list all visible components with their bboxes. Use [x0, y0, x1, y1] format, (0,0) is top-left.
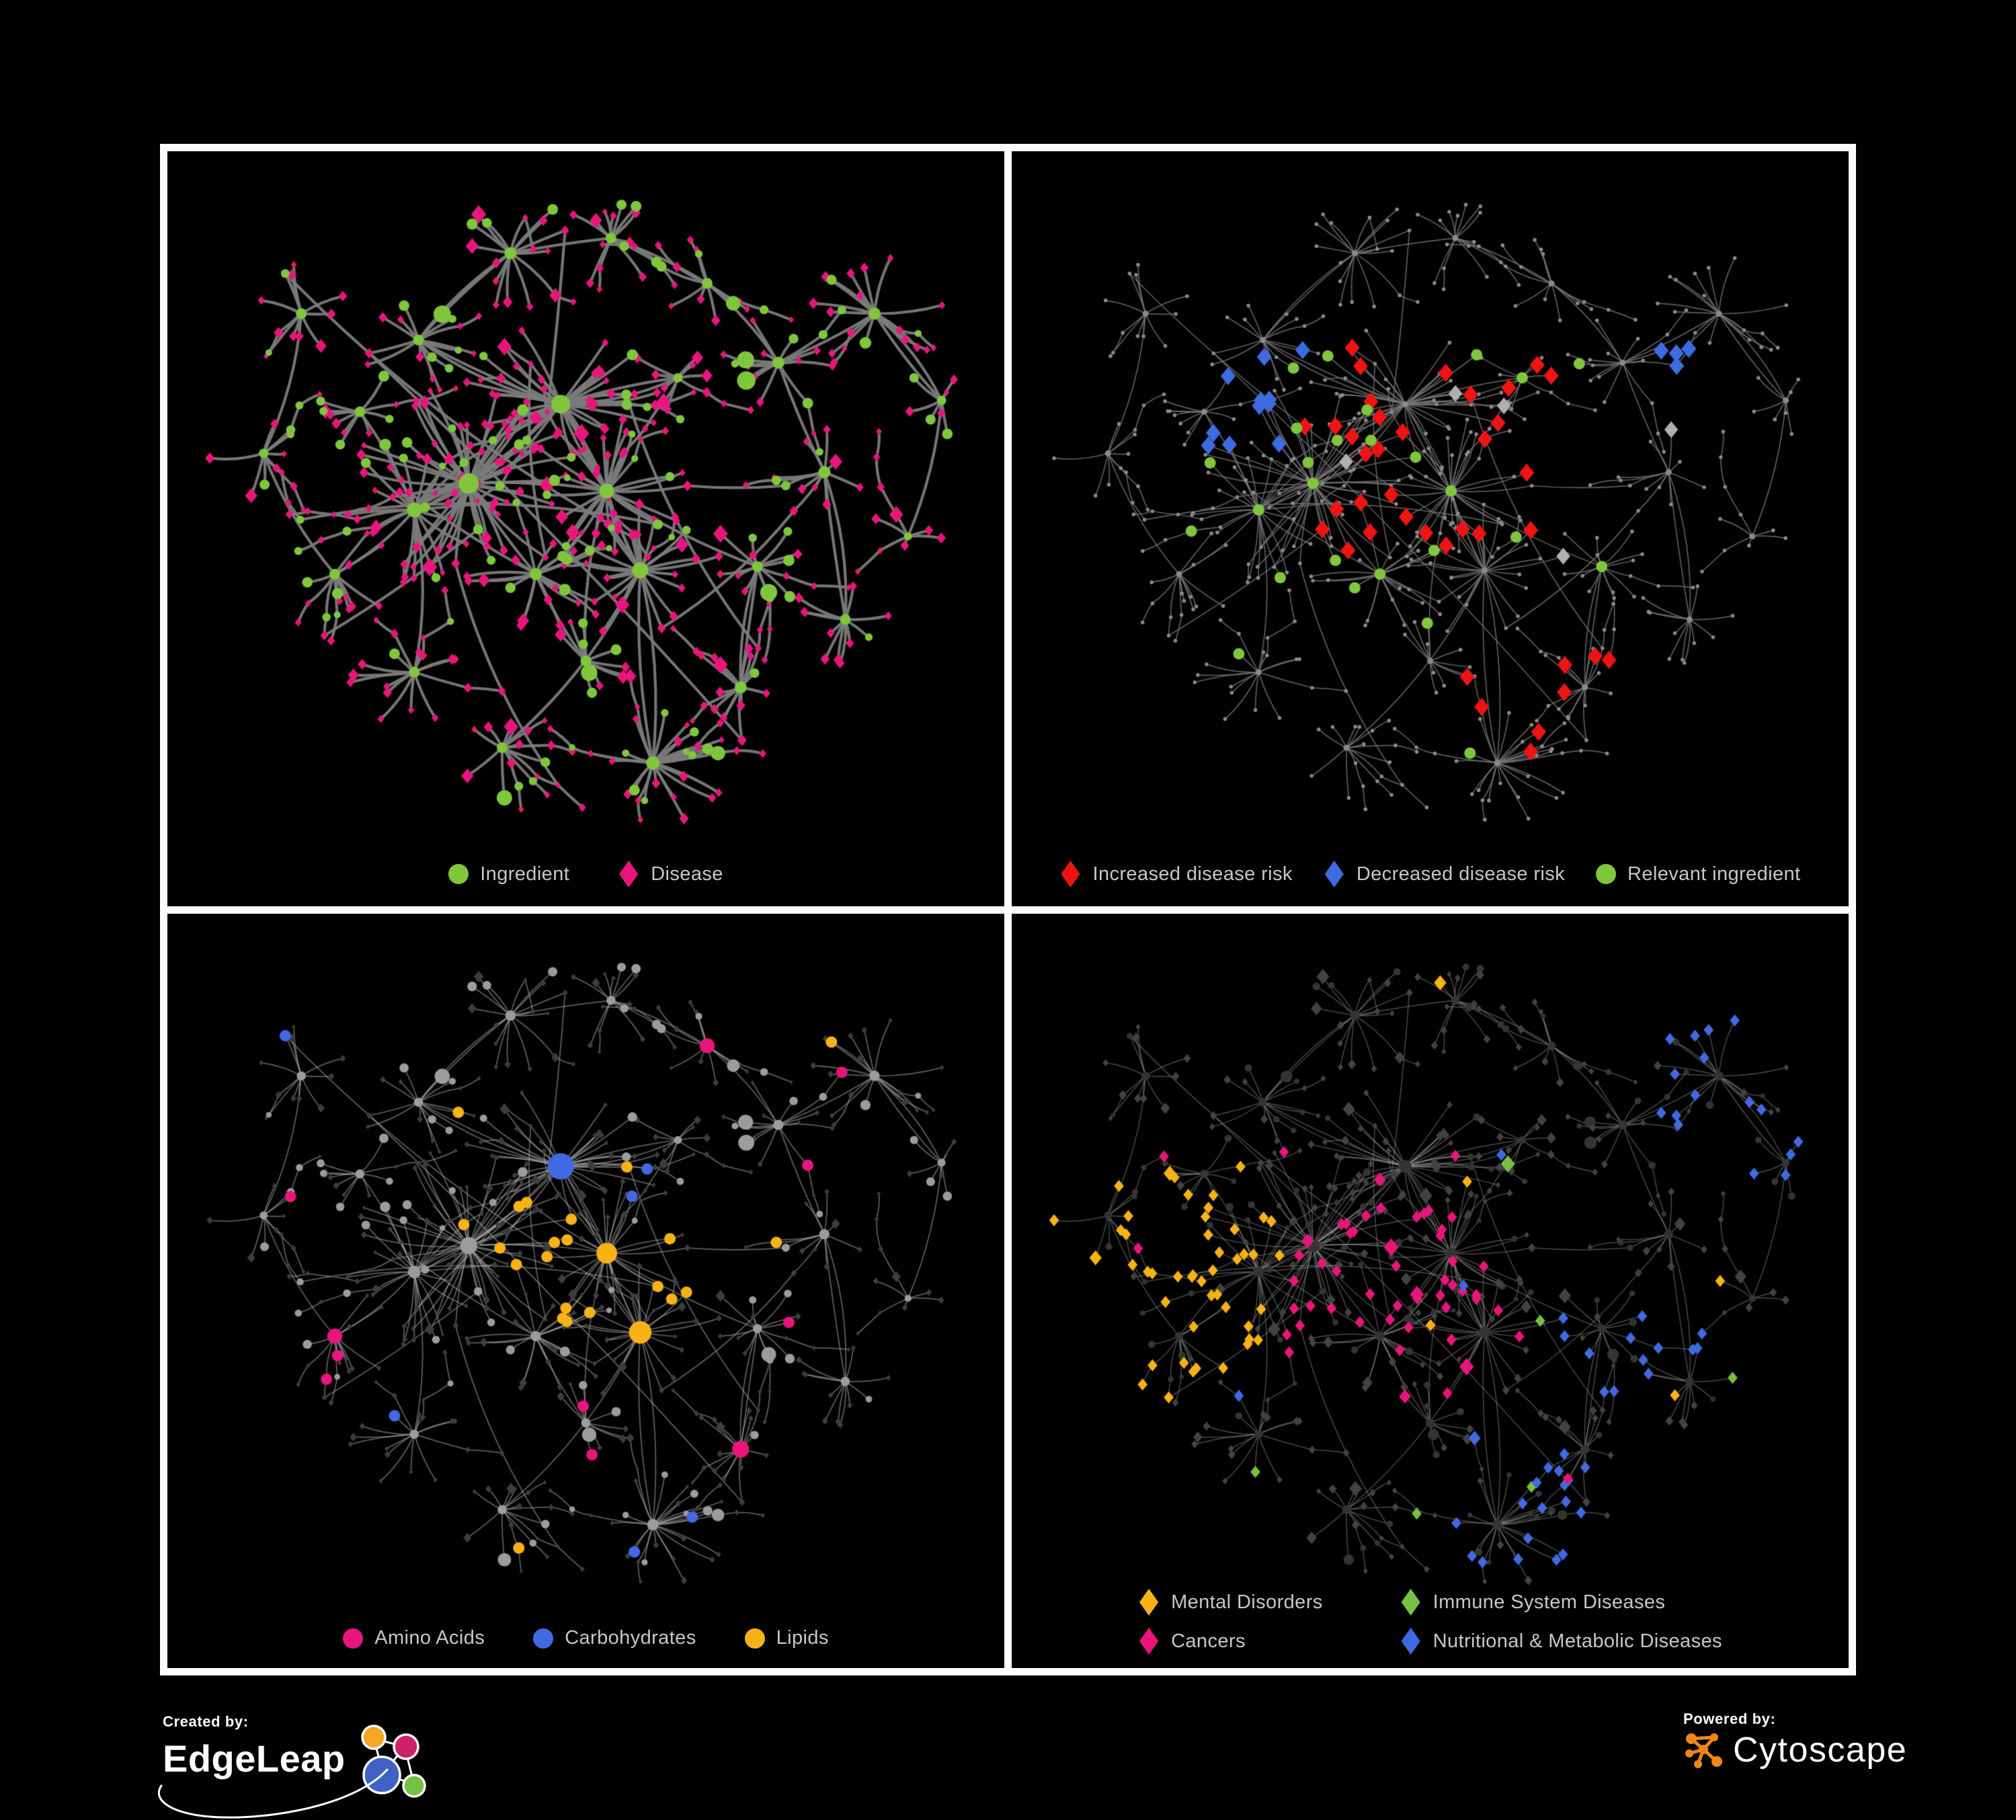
legend-label: Disease [651, 863, 723, 885]
legend-item-carbohydrates: Carbohydrates [533, 1627, 696, 1649]
created-by-label: Created by: [163, 1713, 249, 1730]
edgeleap-credit: Created by: EdgeLeap [157, 1713, 430, 1819]
panel-ingredient-disease: Ingredient Disease [167, 151, 1004, 906]
legend-label: Ingredient [480, 863, 570, 885]
cytoscape-credit: Powered by: [1683, 1710, 1907, 1771]
legend-disease-classes: Mental Disorders Immune System Diseases … [1012, 1589, 1849, 1655]
legend-label: Immune System Diseases [1433, 1591, 1666, 1613]
decreased-risk-diamond-icon [1324, 861, 1344, 887]
legend-ingredient-disease: Ingredient Disease [167, 861, 1004, 887]
legend-label: Cancers [1171, 1630, 1246, 1652]
cytoscape-wordmark: Cytoscape [1733, 1731, 1908, 1770]
legend-item-nutritional-metabolic-diseases: Nutritional & Metabolic Diseases [1400, 1628, 1722, 1655]
lipids-circle-icon [744, 1628, 765, 1649]
legend-label: Mental Disorders [1171, 1591, 1323, 1613]
legend-item-lipids: Lipids [744, 1627, 829, 1649]
legend-item-disease: Disease [618, 861, 723, 887]
powered-by-label: Powered by: [1683, 1710, 1776, 1727]
ingredient-circle-icon [448, 864, 469, 884]
cancers-diamond-icon [1139, 1628, 1159, 1655]
disease-diamond-icon [619, 861, 639, 887]
legend-label: Decreased disease risk [1356, 863, 1566, 885]
edgeleap-logo-icon [360, 1725, 426, 1798]
legend-item-immune-system-diseases: Immune System Diseases [1400, 1589, 1722, 1616]
legend-item-increased-risk: Increased disease risk [1059, 861, 1292, 887]
legend-label: Relevant ingredient [1627, 863, 1801, 885]
network-graph-disease-risk [1012, 151, 1849, 906]
network-graph-ingredient-disease [167, 151, 1004, 906]
legend-item-ingredient: Ingredient [448, 863, 569, 885]
legend-label: Increased disease risk [1092, 863, 1293, 885]
legend-label: Lipids [776, 1627, 829, 1649]
panel-nutrient-classes: Amino Acids Carbohydrates Lipids [167, 914, 1004, 1668]
mental-disorders-diamond-icon [1139, 1589, 1159, 1616]
carbohydrates-circle-icon [533, 1628, 554, 1649]
legend-item-relevant-ingredient: Relevant ingredient [1596, 863, 1800, 885]
legend-nutrient-classes: Amino Acids Carbohydrates Lipids [167, 1627, 1004, 1649]
immune-diseases-diamond-icon [1401, 1589, 1420, 1616]
nutritional-metabolic-diamond-icon [1401, 1628, 1420, 1655]
legend-item-cancers: Cancers [1138, 1628, 1323, 1655]
legend-label: Nutritional & Metabolic Diseases [1433, 1630, 1722, 1652]
legend-item-decreased-risk: Decreased disease risk [1324, 861, 1565, 887]
panel-divider-horizontal [167, 906, 1849, 914]
legend-item-mental-disorders: Mental Disorders [1138, 1589, 1323, 1616]
network-graph-disease-classes [1012, 914, 1849, 1668]
legend-label: Amino Acids [374, 1627, 485, 1649]
legend-disease-risk: Increased disease risk Decreased disease… [1012, 861, 1849, 887]
increased-risk-diamond-icon [1061, 861, 1080, 887]
cytoscape-logo-icon [1685, 1733, 1722, 1768]
panel-disease-risk: Increased disease risk Decreased disease… [1012, 151, 1849, 906]
amino-acids-circle-icon [343, 1628, 364, 1649]
relevant-ingredient-circle-icon [1596, 864, 1617, 884]
panel-disease-classes: Mental Disorders Immune System Diseases … [1012, 914, 1849, 1668]
network-graph-nutrient-classes [167, 914, 1004, 1668]
edgeleap-wordmark: EdgeLeap [163, 1737, 346, 1780]
legend-label: Carbohydrates [565, 1627, 696, 1649]
figure-frame: Ingredient Disease Increased disease ris… [160, 144, 1856, 1675]
legend-item-amino-acids: Amino Acids [343, 1627, 485, 1649]
